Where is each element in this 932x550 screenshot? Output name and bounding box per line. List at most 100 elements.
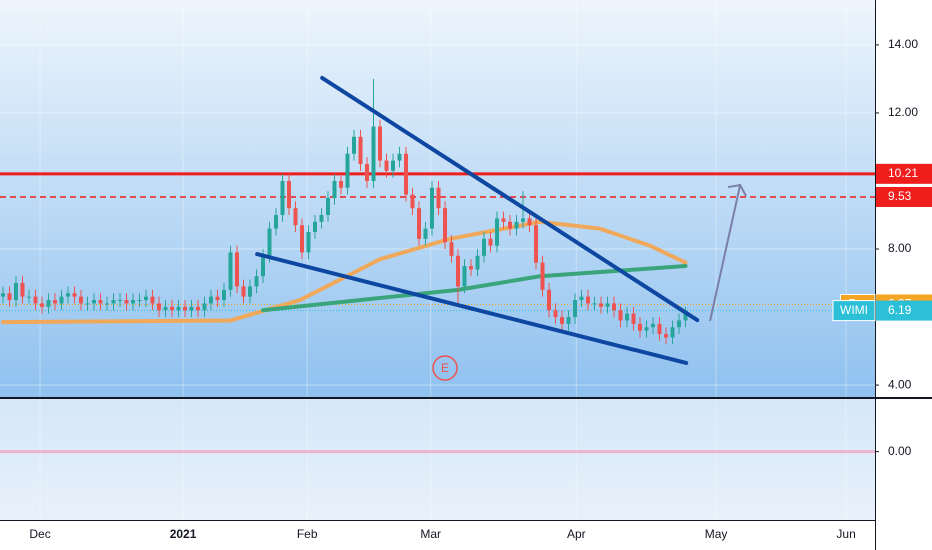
candle-body — [644, 327, 649, 331]
candle-body — [98, 300, 103, 304]
candle-body — [404, 153, 409, 195]
candle-body — [534, 225, 539, 263]
candle-body — [384, 160, 389, 171]
x-tick-label: May — [705, 527, 728, 541]
candle-body — [371, 126, 376, 181]
candle-body — [124, 300, 129, 304]
candle-body — [339, 180, 344, 188]
candle-body — [195, 306, 200, 311]
candle-body — [651, 323, 656, 328]
candle-body — [612, 303, 617, 311]
candle-body — [397, 153, 402, 161]
price-level-label: 10.21 — [888, 166, 918, 180]
candle-body — [306, 232, 311, 253]
candle-body — [677, 320, 682, 328]
candle-body — [358, 136, 363, 164]
candle-body — [241, 286, 246, 297]
price-label-value: 6.19 — [888, 303, 912, 317]
price-label-tag — [832, 300, 876, 322]
candle-body — [495, 218, 500, 246]
candle-body — [46, 300, 51, 307]
candle-body — [91, 300, 96, 304]
candle-body — [254, 276, 259, 287]
candle-body — [475, 255, 480, 270]
candle-body — [52, 300, 57, 304]
arrow-head — [727, 183, 747, 197]
candle-body — [638, 323, 643, 331]
price-level-label: 9.53 — [888, 189, 912, 203]
candle-body — [0, 293, 5, 297]
candle-body — [683, 310, 688, 321]
x-tick-label: Jun — [836, 527, 855, 541]
candle-body — [579, 296, 584, 301]
candle-body — [436, 187, 441, 209]
candle-body — [670, 327, 675, 338]
y-tick-label: 8.00 — [888, 241, 912, 255]
candle-body — [156, 303, 161, 311]
candle-body — [163, 306, 168, 311]
candle-body — [104, 303, 109, 305]
candle-body — [221, 289, 226, 301]
candle-body — [326, 197, 331, 215]
candle-body — [482, 238, 487, 256]
candle-body — [391, 160, 396, 171]
candle-body — [313, 221, 318, 233]
candle-body — [169, 306, 174, 311]
candle-body — [417, 208, 422, 239]
candle-body — [65, 293, 70, 297]
candle-body — [176, 306, 181, 311]
candle-body — [117, 300, 122, 302]
candle-body — [78, 296, 83, 304]
candle-body — [462, 266, 467, 287]
candle-body — [332, 180, 337, 198]
time-axis — [0, 520, 875, 550]
candle-body — [547, 289, 552, 311]
candle-body — [352, 136, 357, 154]
candle-body — [182, 306, 187, 311]
price-axis — [875, 0, 932, 550]
y-tick-label: 14.00 — [888, 37, 918, 51]
candle-body — [267, 228, 272, 256]
candle-body — [202, 303, 207, 311]
candle-body — [664, 334, 669, 338]
candle-body — [501, 218, 506, 222]
candle-body — [410, 194, 415, 209]
candle-body — [319, 214, 324, 222]
candle-body — [605, 303, 610, 307]
x-tick-label: Dec — [29, 527, 50, 541]
candle-body — [143, 296, 148, 301]
candle-body — [85, 303, 90, 305]
candle-body — [488, 238, 493, 246]
candle-body — [378, 126, 383, 161]
price-label-box — [876, 300, 932, 321]
candle-body — [208, 296, 213, 304]
candle-body — [26, 296, 31, 298]
candle-body — [111, 300, 116, 304]
candle-body — [7, 293, 12, 301]
candle-body — [287, 180, 292, 209]
candle-body — [365, 163, 370, 181]
y-tick-label: 0.00 — [888, 444, 912, 458]
candle-body — [540, 262, 545, 290]
candle-body — [469, 266, 474, 270]
x-tick-label: 2021 — [170, 527, 197, 541]
candle-body — [514, 221, 519, 229]
candle-body — [39, 303, 44, 307]
price-level-box — [876, 186, 932, 207]
candle-body — [248, 286, 252, 297]
y-tick-label: 4.00 — [888, 377, 912, 391]
candle-body — [631, 313, 636, 324]
moving-average — [0, 219, 688, 325]
trendline — [320, 75, 700, 323]
candle-body — [625, 313, 630, 321]
candle-body — [560, 317, 565, 324]
candle-body — [586, 296, 591, 304]
candle-body — [33, 296, 38, 304]
x-tick-label: Mar — [420, 527, 441, 541]
candle-body — [300, 225, 305, 253]
price-level-box — [876, 163, 932, 184]
candle-body — [59, 296, 64, 304]
moving-average — [261, 264, 688, 313]
event-marker — [432, 355, 458, 381]
candle-body — [137, 300, 142, 302]
